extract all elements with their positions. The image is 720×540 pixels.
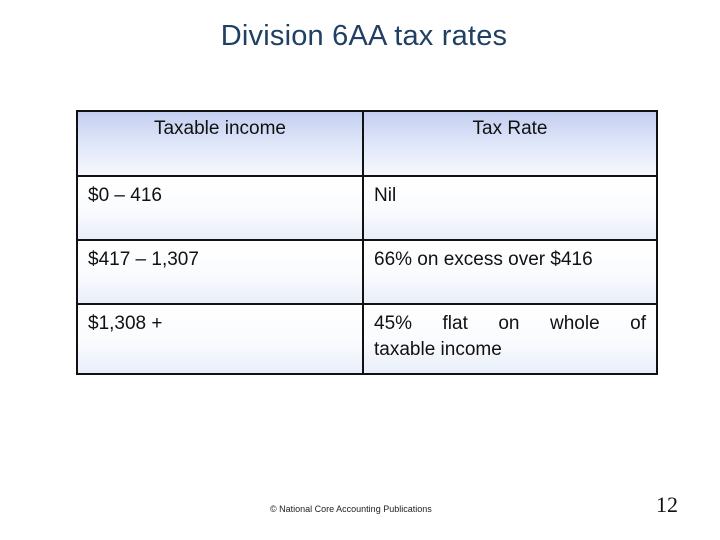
tax-rates-table: Taxable income Tax Rate $0 – 416 Nil $41… xyxy=(76,110,658,375)
slide-title: Division 6AA tax rates xyxy=(220,20,508,52)
tax-rate-line-1: 45% flat on whole of xyxy=(374,313,646,334)
header-tax-rate: Tax Rate xyxy=(362,110,658,177)
page-number: 12 xyxy=(656,492,678,517)
table-row: $0 – 416 Nil xyxy=(76,175,658,241)
tax-rate-cell: 66% on excess over $416 xyxy=(362,239,658,305)
income-range-cell: $1,308 + xyxy=(76,303,364,375)
tax-rate-cell: Nil xyxy=(362,175,658,241)
copyright-footer: © National Core Accounting Publications xyxy=(270,504,432,514)
income-range-cell: $0 – 416 xyxy=(76,175,364,241)
tax-rate-cell: 45% flat on whole of taxable income xyxy=(362,303,658,375)
table-row: $1,308 + 45% flat on whole of taxable in… xyxy=(76,303,658,375)
header-taxable-income: Taxable income xyxy=(76,110,364,177)
income-range-cell: $417 – 1,307 xyxy=(76,239,364,305)
tax-rate-line-2: taxable income xyxy=(374,339,502,360)
table-header-row: Taxable income Tax Rate xyxy=(76,110,658,177)
table-row: $417 – 1,307 66% on excess over $416 xyxy=(76,239,658,305)
